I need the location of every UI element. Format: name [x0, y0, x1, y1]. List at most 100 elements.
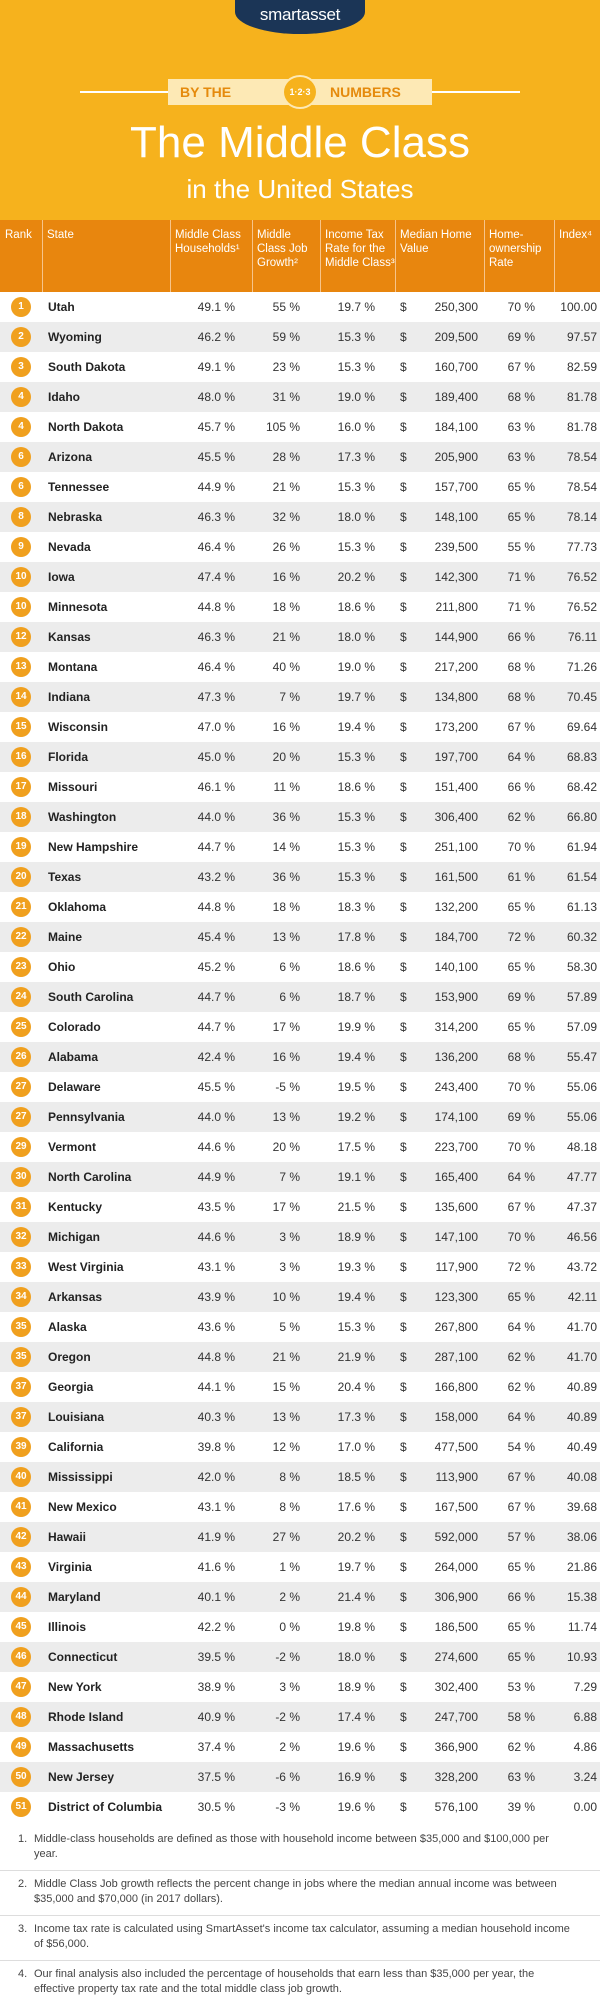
job-growth: 105 %	[265, 420, 300, 434]
footnote-rule	[0, 1915, 600, 1916]
index: 81.78	[566, 420, 597, 434]
currency: $	[400, 930, 407, 944]
job-growth: 36 %	[272, 870, 300, 884]
badge-number: 1·2·3	[282, 75, 318, 109]
column-header: Index⁴	[559, 229, 593, 241]
index: 38.06	[566, 1530, 597, 1544]
home-value: 117,900	[435, 1260, 479, 1274]
currency: $	[400, 1410, 407, 1424]
tax-rate: 19.7 %	[337, 690, 375, 704]
rank-badge: 30	[11, 1167, 31, 1187]
tax-rate: 19.0 %	[337, 660, 375, 674]
tax-rate: 19.0 %	[337, 390, 375, 404]
homeownership: 55 %	[507, 540, 535, 554]
state: Indiana	[48, 690, 91, 704]
state: Arkansas	[48, 1290, 103, 1304]
job-growth: -6 %	[275, 1770, 300, 1784]
table-row: 15 Wisconsin 47.0 % 16 % 19.4 % $173,200 67 % 6…	[0, 712, 600, 742]
state: New York	[48, 1680, 102, 1694]
job-growth: 36 %	[272, 810, 300, 824]
table-body: 1 Utah 49.1 % 55 % 19.7 % $250,300 70 % 100.00 2…	[0, 292, 600, 1822]
tax-rate: 20.2 %	[337, 570, 375, 584]
currency: $	[400, 1680, 407, 1694]
currency: $	[400, 450, 407, 464]
rank-badge: 18	[11, 807, 31, 827]
column-separator	[42, 220, 43, 292]
footnote-marker: 4.	[18, 1968, 28, 1980]
homeownership: 69 %	[507, 1110, 535, 1124]
footnote-text: Income tax rate is calculated using Smar…	[34, 1923, 570, 1950]
rank-badge: 35	[11, 1347, 31, 1367]
currency: $	[400, 300, 407, 314]
currency: $	[400, 420, 407, 434]
tax-rate: 18.6 %	[337, 780, 375, 794]
job-growth: 17 %	[272, 1200, 300, 1214]
households: 44.7 %	[197, 1020, 235, 1034]
table-row: 42 Hawaii 41.9 % 27 % 20.2 % $592,000 57 % 38.0…	[0, 1522, 600, 1552]
state: Delaware	[48, 1080, 101, 1094]
home-value: 165,400	[434, 1170, 478, 1184]
tax-rate: 17.5 %	[337, 1140, 375, 1154]
currency: $	[400, 360, 407, 374]
table-row: 23 Ohio 45.2 % 6 % 18.6 % $140,100 65 % 58.30	[0, 952, 600, 982]
table-header: Rank State Middle Class Households¹ Middle …	[0, 220, 600, 292]
rank-badge: 50	[11, 1767, 31, 1787]
state: Nevada	[48, 540, 91, 554]
homeownership: 62 %	[507, 1380, 535, 1394]
tax-rate: 15.3 %	[337, 870, 375, 884]
index: 68.42	[566, 780, 597, 794]
homeownership: 64 %	[507, 750, 535, 764]
index: 60.32	[566, 930, 597, 944]
households: 40.3 %	[197, 1410, 235, 1424]
home-value: 157,700	[434, 480, 478, 494]
home-value: 247,700	[434, 1710, 478, 1724]
home-value: 142,300	[434, 570, 478, 584]
state: Oregon	[48, 1350, 91, 1364]
state: Massachusetts	[48, 1740, 135, 1754]
homeownership: 68 %	[507, 660, 535, 674]
index: 66.80	[566, 810, 597, 824]
rank-badge: 19	[11, 837, 31, 857]
job-growth: 31 %	[272, 390, 300, 404]
table-row: 37 Georgia 44.1 % 15 % 20.4 % $166,800 62 % 40.…	[0, 1372, 600, 1402]
home-value: 274,600	[434, 1650, 478, 1664]
state: Colorado	[48, 1020, 101, 1034]
tax-rate: 21.5 %	[337, 1200, 375, 1214]
homeownership: 69 %	[507, 330, 535, 344]
rank-badge: 10	[11, 597, 31, 617]
rank-badge: 43	[11, 1557, 31, 1577]
tax-rate: 20.2 %	[337, 1530, 375, 1544]
tax-rate: 18.3 %	[337, 900, 375, 914]
state: South Dakota	[48, 360, 126, 374]
state: Wyoming	[48, 330, 102, 344]
index: 57.89	[566, 990, 597, 1004]
homeownership: 72 %	[507, 1260, 535, 1274]
job-growth: 1 %	[279, 1560, 300, 1574]
currency: $	[400, 1650, 407, 1664]
home-value: 174,100	[434, 1110, 478, 1124]
rank-badge: 51	[11, 1797, 31, 1817]
rank-badge: 29	[11, 1137, 31, 1157]
tax-rate: 18.7 %	[337, 990, 375, 1004]
table-row: 14 Indiana 47.3 % 7 % 19.7 % $134,800 68 % 70.4…	[0, 682, 600, 712]
homeownership: 68 %	[507, 390, 535, 404]
home-value: 302,400	[434, 1680, 478, 1694]
job-growth: 2 %	[279, 1590, 300, 1604]
table-row: 32 Michigan 44.6 % 3 % 18.9 % $147,100 70 % 46.…	[0, 1222, 600, 1252]
state: Hawaii	[48, 1530, 87, 1544]
tax-rate: 15.3 %	[337, 840, 375, 854]
state: South Carolina	[48, 990, 134, 1004]
state: Missouri	[48, 780, 98, 794]
column-separator	[252, 220, 253, 292]
footnote-marker: 1.	[18, 1833, 28, 1845]
currency: $	[400, 510, 407, 524]
home-value: 186,500	[434, 1620, 478, 1634]
homeownership: 65 %	[507, 1290, 535, 1304]
currency: $	[400, 1620, 407, 1634]
index: 11.74	[567, 1620, 597, 1634]
homeownership: 64 %	[507, 1410, 535, 1424]
rank-badge: 27	[11, 1077, 31, 1097]
home-value: 147,100	[434, 1230, 478, 1244]
job-growth: 21 %	[272, 1350, 300, 1364]
index: 21.86	[566, 1560, 597, 1574]
